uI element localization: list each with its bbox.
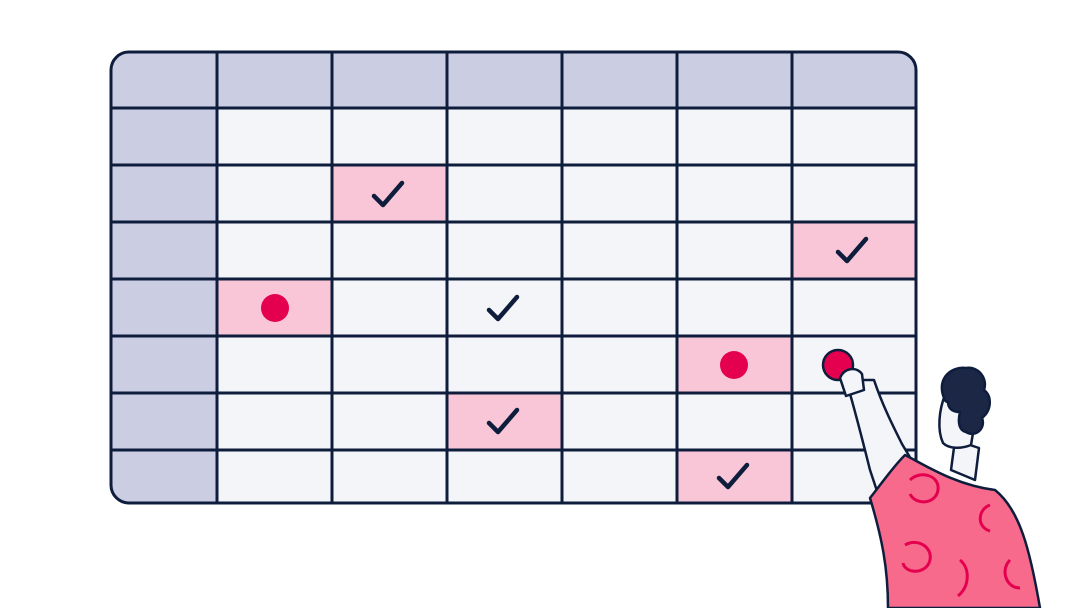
board-border	[109, 50, 918, 505]
check-mark	[371, 180, 405, 208]
check-mark	[486, 407, 520, 435]
header-row	[111, 52, 916, 108]
shirt-pattern	[901, 473, 1021, 598]
highlight-cell	[332, 165, 447, 222]
check-mark	[835, 236, 869, 264]
hand	[838, 367, 866, 398]
dot-marker	[720, 351, 748, 379]
check-mark	[486, 294, 520, 322]
check-mark	[716, 462, 750, 490]
dot-marker	[261, 294, 289, 322]
shirt	[868, 453, 1042, 608]
hair	[940, 366, 991, 435]
person	[821, 348, 1042, 608]
check-marks	[371, 180, 869, 490]
row-lines	[111, 106, 916, 452]
grid-lines	[109, 50, 918, 505]
